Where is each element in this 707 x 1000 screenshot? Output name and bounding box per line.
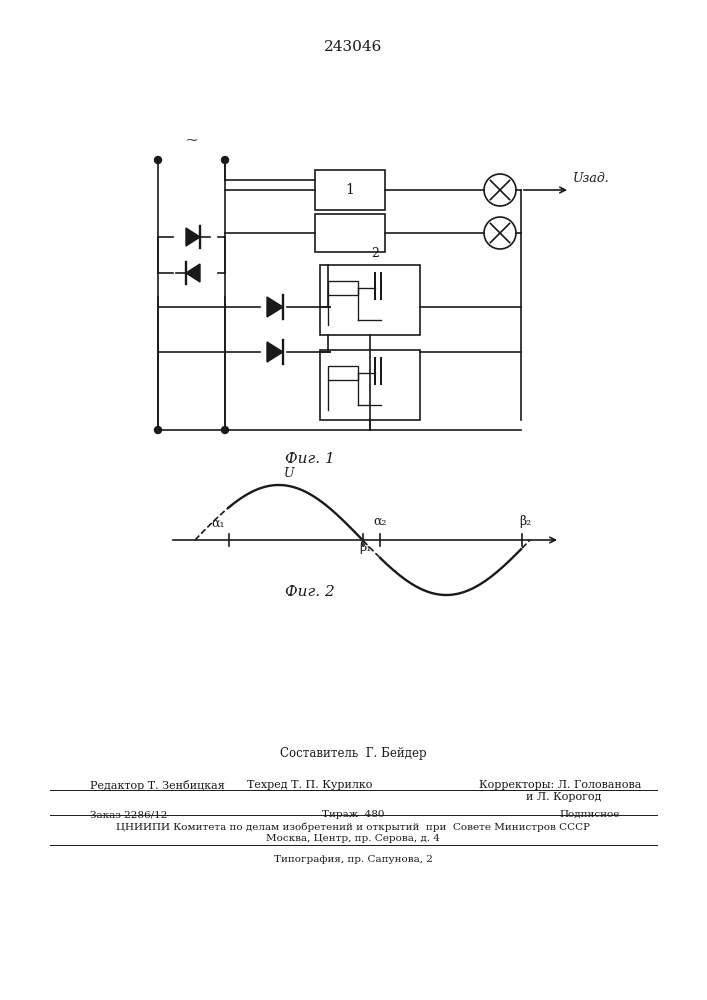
Text: Москва, Центр, пр. Серова, д. 4: Москва, Центр, пр. Серова, д. 4 bbox=[266, 834, 440, 843]
Text: β₂: β₂ bbox=[519, 515, 531, 528]
Bar bbox=[315, 214, 385, 252]
Bar bbox=[328, 281, 358, 295]
Circle shape bbox=[155, 426, 161, 434]
Text: Типография, пр. Сапунова, 2: Типография, пр. Сапунова, 2 bbox=[274, 855, 433, 864]
Text: Фиг. 2: Фиг. 2 bbox=[285, 585, 335, 599]
Bar bbox=[320, 265, 420, 335]
Text: 1: 1 bbox=[346, 183, 354, 197]
Text: U: U bbox=[284, 467, 295, 480]
Text: ЦНИИПИ Комитета по делам изобретений и открытий  при  Совете Министров СССР: ЦНИИПИ Комитета по делам изобретений и о… bbox=[116, 822, 590, 832]
Bar bbox=[320, 350, 420, 420]
Text: α₁: α₁ bbox=[212, 517, 226, 530]
Polygon shape bbox=[186, 228, 200, 246]
Circle shape bbox=[155, 156, 161, 163]
Polygon shape bbox=[186, 264, 200, 282]
Circle shape bbox=[221, 426, 228, 434]
Bar bbox=[328, 366, 358, 380]
Text: Составитель  Г. Бейдер: Составитель Г. Бейдер bbox=[280, 747, 426, 760]
Text: Фиг. 1: Фиг. 1 bbox=[285, 452, 335, 466]
Polygon shape bbox=[267, 342, 283, 362]
Text: и Л. Корогод: и Л. Корогод bbox=[519, 792, 601, 802]
Text: Техред Т. П. Курилко: Техред Т. П. Курилко bbox=[247, 780, 373, 790]
Text: Редактор Т. Зенбицкая: Редактор Т. Зенбицкая bbox=[90, 780, 225, 791]
Text: Заказ 2286/12: Заказ 2286/12 bbox=[90, 810, 168, 819]
Text: Тираж  480: Тираж 480 bbox=[322, 810, 384, 819]
Text: Uзад.: Uзад. bbox=[573, 172, 609, 185]
Text: Корректоры: Л. Голованова: Корректоры: Л. Голованова bbox=[479, 780, 641, 790]
Text: 2: 2 bbox=[371, 247, 379, 260]
Text: 243046: 243046 bbox=[324, 40, 382, 54]
Text: ~: ~ bbox=[185, 131, 199, 148]
Text: α₂: α₂ bbox=[373, 515, 387, 528]
Text: Подписное: Подписное bbox=[560, 810, 620, 819]
Text: β₁: β₁ bbox=[359, 541, 371, 554]
Polygon shape bbox=[267, 297, 283, 317]
Circle shape bbox=[221, 156, 228, 163]
Bar bbox=[315, 170, 385, 210]
